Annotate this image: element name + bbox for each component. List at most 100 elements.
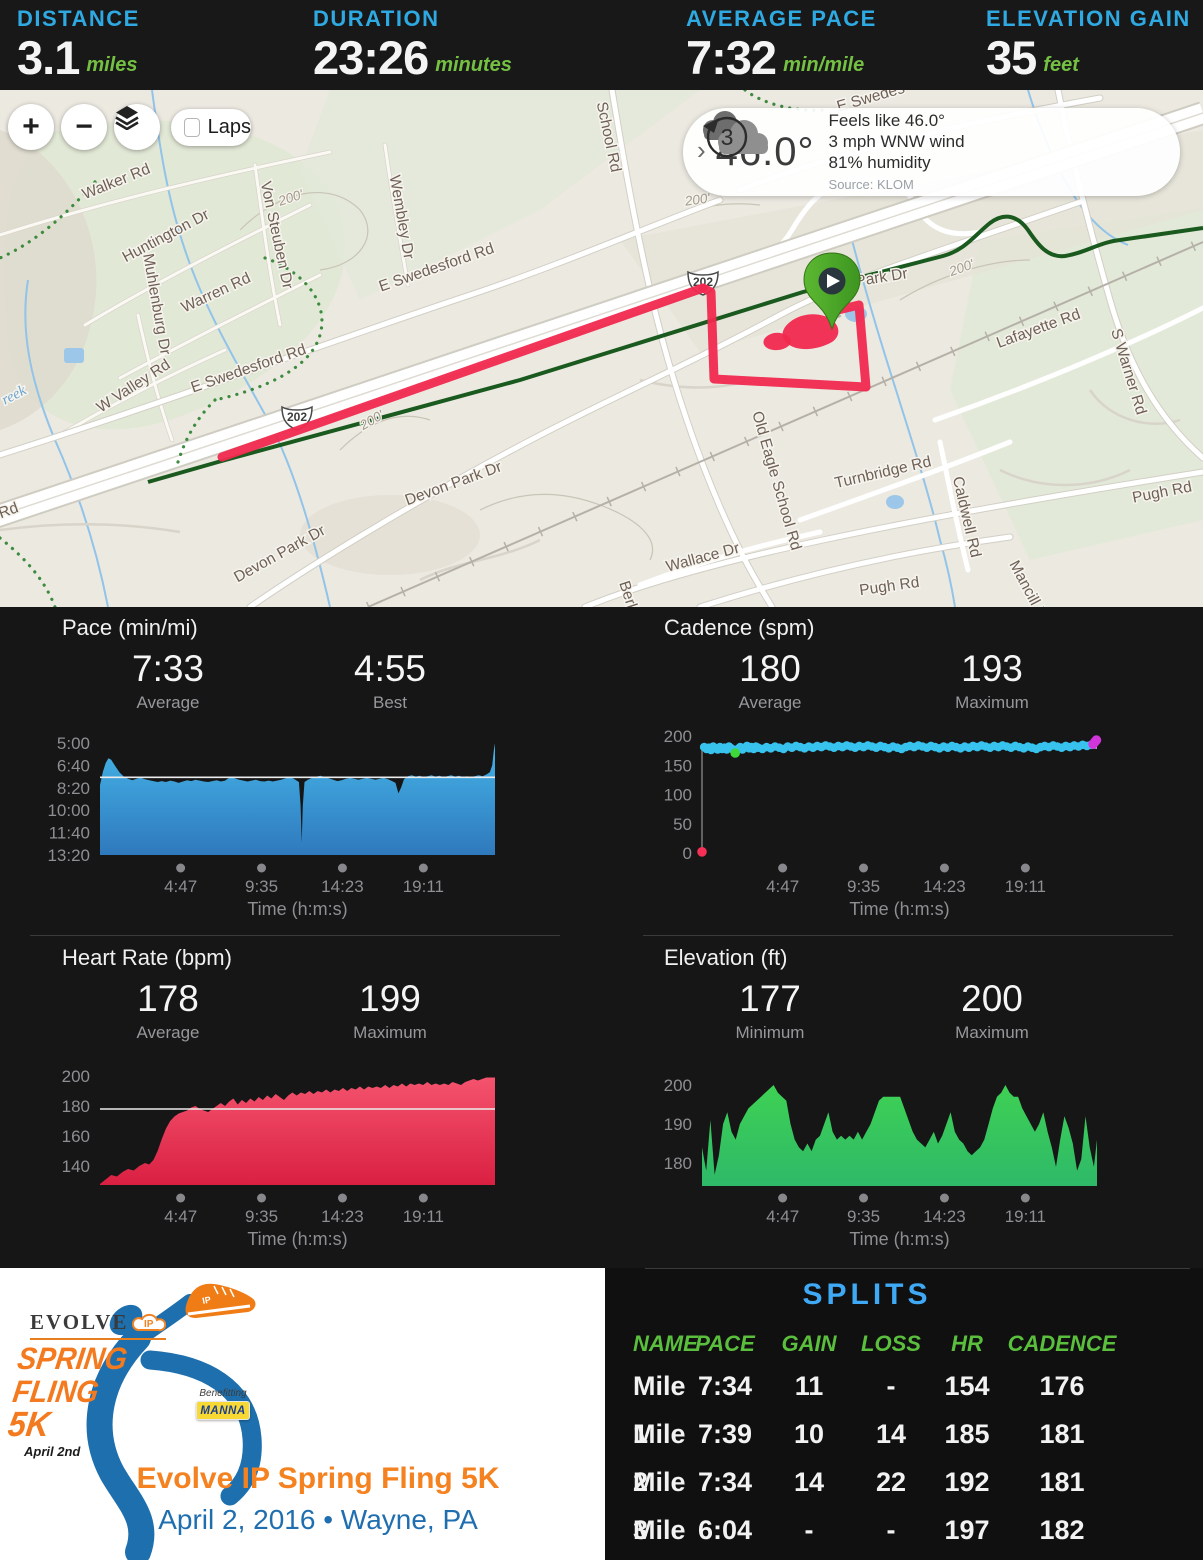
y-axis-tick: 200: [664, 1076, 692, 1095]
stat-label: AVERAGE PACE: [686, 6, 877, 31]
x-axis-dot: [257, 863, 267, 873]
x-axis-tick: 14:23: [923, 1207, 966, 1226]
laps-checkbox[interactable]: [184, 118, 200, 137]
splits-column-header: HR: [951, 1331, 983, 1356]
stat-value: 7:32: [686, 31, 777, 84]
y-axis-tick: 150: [664, 756, 692, 775]
x-axis-dot: [418, 863, 428, 873]
stat-unit: feet: [1043, 54, 1079, 76]
charts-section: Pace (min/mi) 7:33 Average 4:55 Best 5:00 6…: [0, 607, 1203, 1268]
x-axis-dot: [859, 1193, 869, 1203]
stat-average-pace: AVERAGE PACE 7:32 min/mile: [686, 6, 877, 84]
benefitting-label: Benefitting: [199, 1388, 247, 1399]
route-map[interactable]: Walker Rd Huntington Dr Von Steuben Dr Warr…: [0, 90, 1203, 607]
splits-cell: -: [804, 1515, 814, 1545]
y-axis-tick: 200: [62, 1067, 90, 1086]
event-logo-card: IP EVOLVE IP SPRING FLING 5K April 2nd B…: [0, 1268, 605, 1560]
splits-cell: 14: [793, 1467, 825, 1497]
svg-text:202: 202: [287, 410, 307, 424]
shoe-icon: IP: [185, 1283, 256, 1318]
elevation-chart-plot: 200 190 180 4:47 9:35 14:23 19:11 Time (h:m:s): [664, 1076, 1097, 1249]
splits-row: Mile 4 6:04 - - 197 182: [611, 1506, 1151, 1554]
railroad: [367, 241, 1203, 607]
gps-route: [217, 283, 871, 462]
x-axis-tick: 19:11: [1005, 877, 1046, 896]
chart-stat: 180 Average: [738, 648, 802, 713]
weather-widget[interactable]: › 46.0° 3 Feels like 46.0° 3 mph WNW: [683, 108, 1180, 196]
x-axis-tick: 4:47: [766, 877, 799, 896]
y-axis-tick: 50: [673, 815, 692, 834]
play-triangle: [827, 274, 840, 288]
x-axis-tick: 19:11: [403, 877, 444, 896]
splits-cell: 197: [944, 1515, 990, 1545]
zoom-out-button[interactable]: −: [61, 104, 107, 150]
chart-stat: 4:55 Best: [353, 648, 427, 713]
pace-chart-plot: 5:00 6:40 8:20 10:00 11:40 13:20 4:47 9:35 14:23…: [47, 734, 495, 919]
accent-dot: [730, 748, 740, 758]
stat-elevation-gain: ELEVATION GAIN 35 feet: [986, 6, 1191, 84]
ip-cloud-icon: IP: [132, 1313, 167, 1331]
splits-cell: 6:04: [697, 1515, 753, 1545]
accent-dot: [697, 847, 707, 857]
layers-button[interactable]: [114, 104, 160, 150]
x-axis-dot: [1020, 1193, 1030, 1203]
chart-stat: 200 Maximum: [955, 978, 1029, 1043]
heart-rate-chart-plot: 200 180 160 140 4:47 9:35 14:23 19:11 Time (h:m:…: [62, 1067, 495, 1249]
laps-toggle[interactable]: Laps: [171, 109, 251, 146]
splits-cell: Mile 1: [633, 1371, 686, 1449]
splits-cell: 22: [875, 1467, 907, 1497]
zoom-in-button[interactable]: +: [8, 104, 54, 150]
evolve-ip-logo: EVOLVE IP: [30, 1310, 167, 1340]
feels-like: Feels like 46.0°: [828, 110, 945, 130]
splits-cell: 181: [1039, 1467, 1085, 1497]
y-axis-tick: 140: [62, 1157, 90, 1176]
laps-label: Laps: [207, 116, 251, 138]
splits-title: SPLITS: [802, 1278, 932, 1311]
pond: [64, 348, 84, 363]
splits-cell: -: [886, 1371, 896, 1401]
manna-logo: MANNA: [196, 1401, 250, 1420]
weather-details: Feels like 46.0° 3 mph WNW wind 81% humi…: [829, 110, 965, 195]
splits-cell: 176: [1039, 1371, 1085, 1401]
wind-value: 3: [721, 124, 734, 150]
stat-distance: DISTANCE 3.1 miles: [17, 6, 140, 84]
chart-heart-rate: Heart Rate (bpm) 178 Average 199 Maximum 2…: [0, 937, 601, 1267]
trail-line: [147, 214, 1203, 484]
wind-icon: 3: [703, 116, 748, 158]
weather-source: Source: KLOM: [828, 176, 914, 192]
stat-unit: miles: [86, 54, 138, 76]
y-axis-tick: 6:40: [57, 756, 90, 775]
chart-elevation: Elevation (ft) 177 Minimum 200 Maximum 200…: [602, 937, 1203, 1267]
x-axis-tick: 14:23: [321, 1207, 364, 1226]
x-axis-dot: [778, 863, 788, 873]
splits-cell: 192: [944, 1467, 990, 1497]
x-axis-tick: 4:47: [164, 877, 197, 896]
chevron-right-icon[interactable]: ›: [697, 134, 706, 165]
stat-label: ELEVATION GAIN: [986, 6, 1191, 31]
map-pin[interactable]: [803, 252, 861, 331]
y-axis-tick: 10:00: [47, 801, 90, 820]
divider: [645, 1268, 1190, 1269]
stat-duration: DURATION 23:26 minutes: [313, 6, 512, 84]
series-area: [100, 743, 495, 855]
x-axis-dot: [939, 1193, 949, 1203]
splits-cell: Mile 2: [633, 1419, 686, 1497]
chart-stat: 199 Maximum: [353, 978, 427, 1043]
x-axis-dot: [337, 1193, 347, 1203]
y-axis-tick: 190: [664, 1115, 692, 1134]
svg-text:IP: IP: [201, 1294, 211, 1306]
splits-column-header: CADENCE: [1007, 1331, 1117, 1356]
splits-cell: Mile 3: [633, 1467, 686, 1545]
chart-stat: 178 Average: [136, 978, 200, 1043]
splits-cell: 7:34: [697, 1467, 753, 1497]
chart-stat: 193 Maximum: [955, 648, 1029, 713]
chart-stat: 7:33 Average: [131, 648, 205, 713]
layers-icon: [115, 106, 139, 130]
landuse-green: [950, 208, 1203, 560]
chart-title: Cadence (spm): [664, 615, 815, 640]
manna-badge: Benefitting MANNA: [196, 1388, 250, 1420]
cadence-chart-plot: 200 150 100 50 0 4:47 9:35 14:23 19:11 Time (h:m:…: [664, 727, 1102, 919]
spring-fling-wordmark: SPRING FLING 5K: [5, 1341, 130, 1444]
chart-title: Elevation (ft): [664, 945, 788, 970]
series-area: [702, 1085, 1097, 1186]
